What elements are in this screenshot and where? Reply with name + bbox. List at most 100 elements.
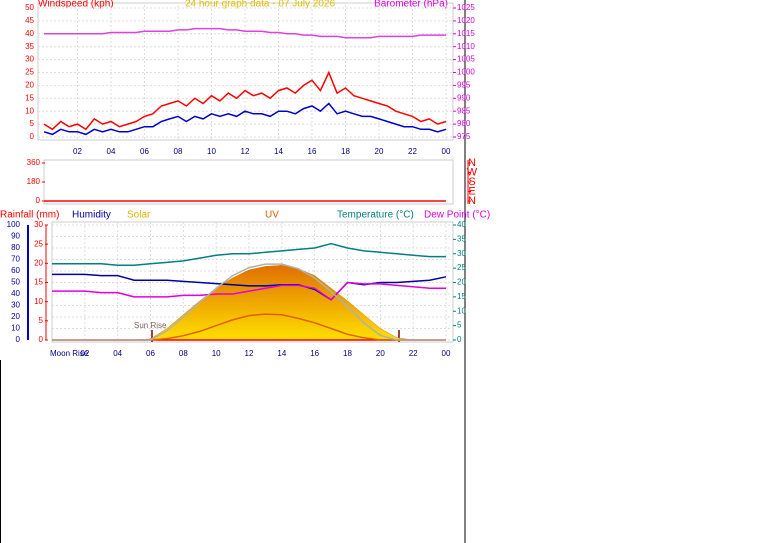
y3-tick-label: 20: [34, 258, 43, 267]
y2-tick-label: 1010: [457, 42, 475, 51]
y2-tick-label: 1000: [457, 68, 475, 77]
y-tick-label: 40: [25, 29, 34, 38]
x-tick-label: 14: [277, 349, 286, 358]
y2-tick-label: E: [468, 185, 475, 197]
y-tick-label: 40: [11, 289, 20, 298]
y-tick-label: 5: [30, 119, 35, 128]
annotation: Sun Rise: [134, 321, 167, 330]
y-tick-label: 30: [11, 301, 20, 310]
x-tick-label: 00: [442, 349, 451, 358]
y2-tick-label: S: [468, 176, 475, 188]
y3-tick-label: 5: [39, 316, 44, 325]
series-line: [43, 102, 447, 136]
y2-tick-label: 10: [457, 306, 466, 315]
y-tick-label: 10: [25, 106, 34, 115]
y3-tick-label: 15: [34, 278, 43, 287]
y-tick-label: 25: [25, 68, 34, 77]
y3-tick-label: 25: [34, 239, 43, 248]
x-tick-label: 16: [310, 349, 319, 358]
chart-title: 24 hour graph data - 07 July 2026: [185, 0, 336, 10]
x-tick-label: 20: [375, 147, 384, 156]
x-tick-label: 20: [376, 349, 385, 358]
y-axis-label: Windspeed (kph): [38, 0, 114, 10]
y2-tick-label: 1025: [457, 3, 475, 12]
y3-tick-label: 10: [34, 297, 43, 306]
legend-label: UV: [265, 210, 279, 221]
legend-label: Rainfall (mm): [0, 210, 59, 221]
y-tick-label: 180: [27, 177, 41, 186]
y-tick-label: 35: [25, 42, 34, 51]
y-tick-label: 30: [25, 55, 34, 64]
annotation: Moon Rise: [50, 349, 89, 358]
x-tick-label: 06: [140, 147, 149, 156]
x-tick-label: 16: [308, 147, 317, 156]
y2-tick-label: 980: [457, 119, 471, 128]
y2-axis-label: Barometer (hPa): [374, 0, 448, 10]
y3-tick-label: 30: [34, 220, 43, 229]
x-tick-label: 10: [207, 147, 216, 156]
x-tick-label: 18: [341, 147, 350, 156]
y2-tick-label: 990: [457, 93, 471, 102]
x-tick-label: 12: [241, 147, 250, 156]
y2-tick-label: 1020: [457, 16, 475, 25]
x-tick-label: 08: [174, 147, 183, 156]
y2-tick-label: 15: [457, 292, 466, 301]
y2-tick-label: 35: [457, 234, 466, 243]
x-tick-label: 22: [409, 349, 418, 358]
series-line: [43, 70, 447, 131]
y2-tick-label: N: [468, 157, 476, 169]
y-tick-label: 100: [7, 220, 21, 229]
y-tick-label: 70: [11, 255, 20, 264]
y-tick-label: 80: [11, 243, 20, 252]
y-tick-label: 0: [16, 335, 21, 344]
y2-tick-label: 20: [457, 278, 466, 287]
y-tick-label: 45: [25, 16, 34, 25]
y-tick-label: 10: [11, 324, 20, 333]
y2-tick-label: N: [468, 195, 476, 207]
x-tick-label: 12: [245, 349, 254, 358]
y2-tick-label: W: [467, 166, 478, 178]
y-tick-label: 360: [27, 158, 41, 167]
y-tick-label: 0: [36, 196, 41, 205]
legend-label: Temperature (°C): [337, 210, 414, 221]
series-line: [52, 242, 446, 267]
x-tick-label: 08: [179, 349, 188, 358]
y-tick-label: 20: [25, 81, 34, 90]
y2-tick-label: 1005: [457, 55, 475, 64]
x-tick-label: 10: [212, 349, 221, 358]
x-tick-label: 06: [146, 349, 155, 358]
x-tick-label: 04: [113, 349, 122, 358]
y2-tick-label: 1015: [457, 29, 475, 38]
x-tick-label: 14: [274, 147, 283, 156]
y-tick-label: 15: [25, 93, 34, 102]
y2-tick-label: 0: [457, 335, 462, 344]
x-tick-label: 00: [442, 147, 451, 156]
y2-tick-label: 975: [457, 132, 471, 141]
x-tick-label: 18: [343, 349, 352, 358]
series-line: [52, 273, 447, 301]
y-tick-label: 20: [11, 312, 20, 321]
y-tick-label: 90: [11, 232, 20, 241]
legend-label: Solar: [127, 210, 151, 221]
y2-tick-label: 995: [457, 81, 471, 90]
x-tick-label: 02: [80, 349, 89, 358]
series-line: [52, 263, 446, 341]
series-line: [44, 27, 446, 39]
y2-tick-label: 25: [457, 263, 466, 272]
panel-frame: [37, 2, 454, 141]
y2-tick-label: 40: [457, 220, 466, 229]
y2-tick-label: 985: [457, 106, 471, 115]
legend-label: Humidity: [72, 210, 111, 221]
y3-tick-label: 0: [39, 335, 44, 344]
y-tick-label: 60: [11, 266, 20, 275]
series-line: [52, 281, 446, 301]
x-tick-label: 02: [73, 147, 82, 156]
y-tick-label: 0: [30, 132, 35, 141]
x-tick-label: 22: [408, 147, 417, 156]
legend-label: Dew Point (°C): [424, 210, 490, 221]
y-tick-label: 50: [11, 278, 20, 287]
y2-tick-label: 5: [457, 321, 462, 330]
y2-tick-label: 30: [457, 249, 466, 258]
x-tick-label: 04: [107, 147, 116, 156]
